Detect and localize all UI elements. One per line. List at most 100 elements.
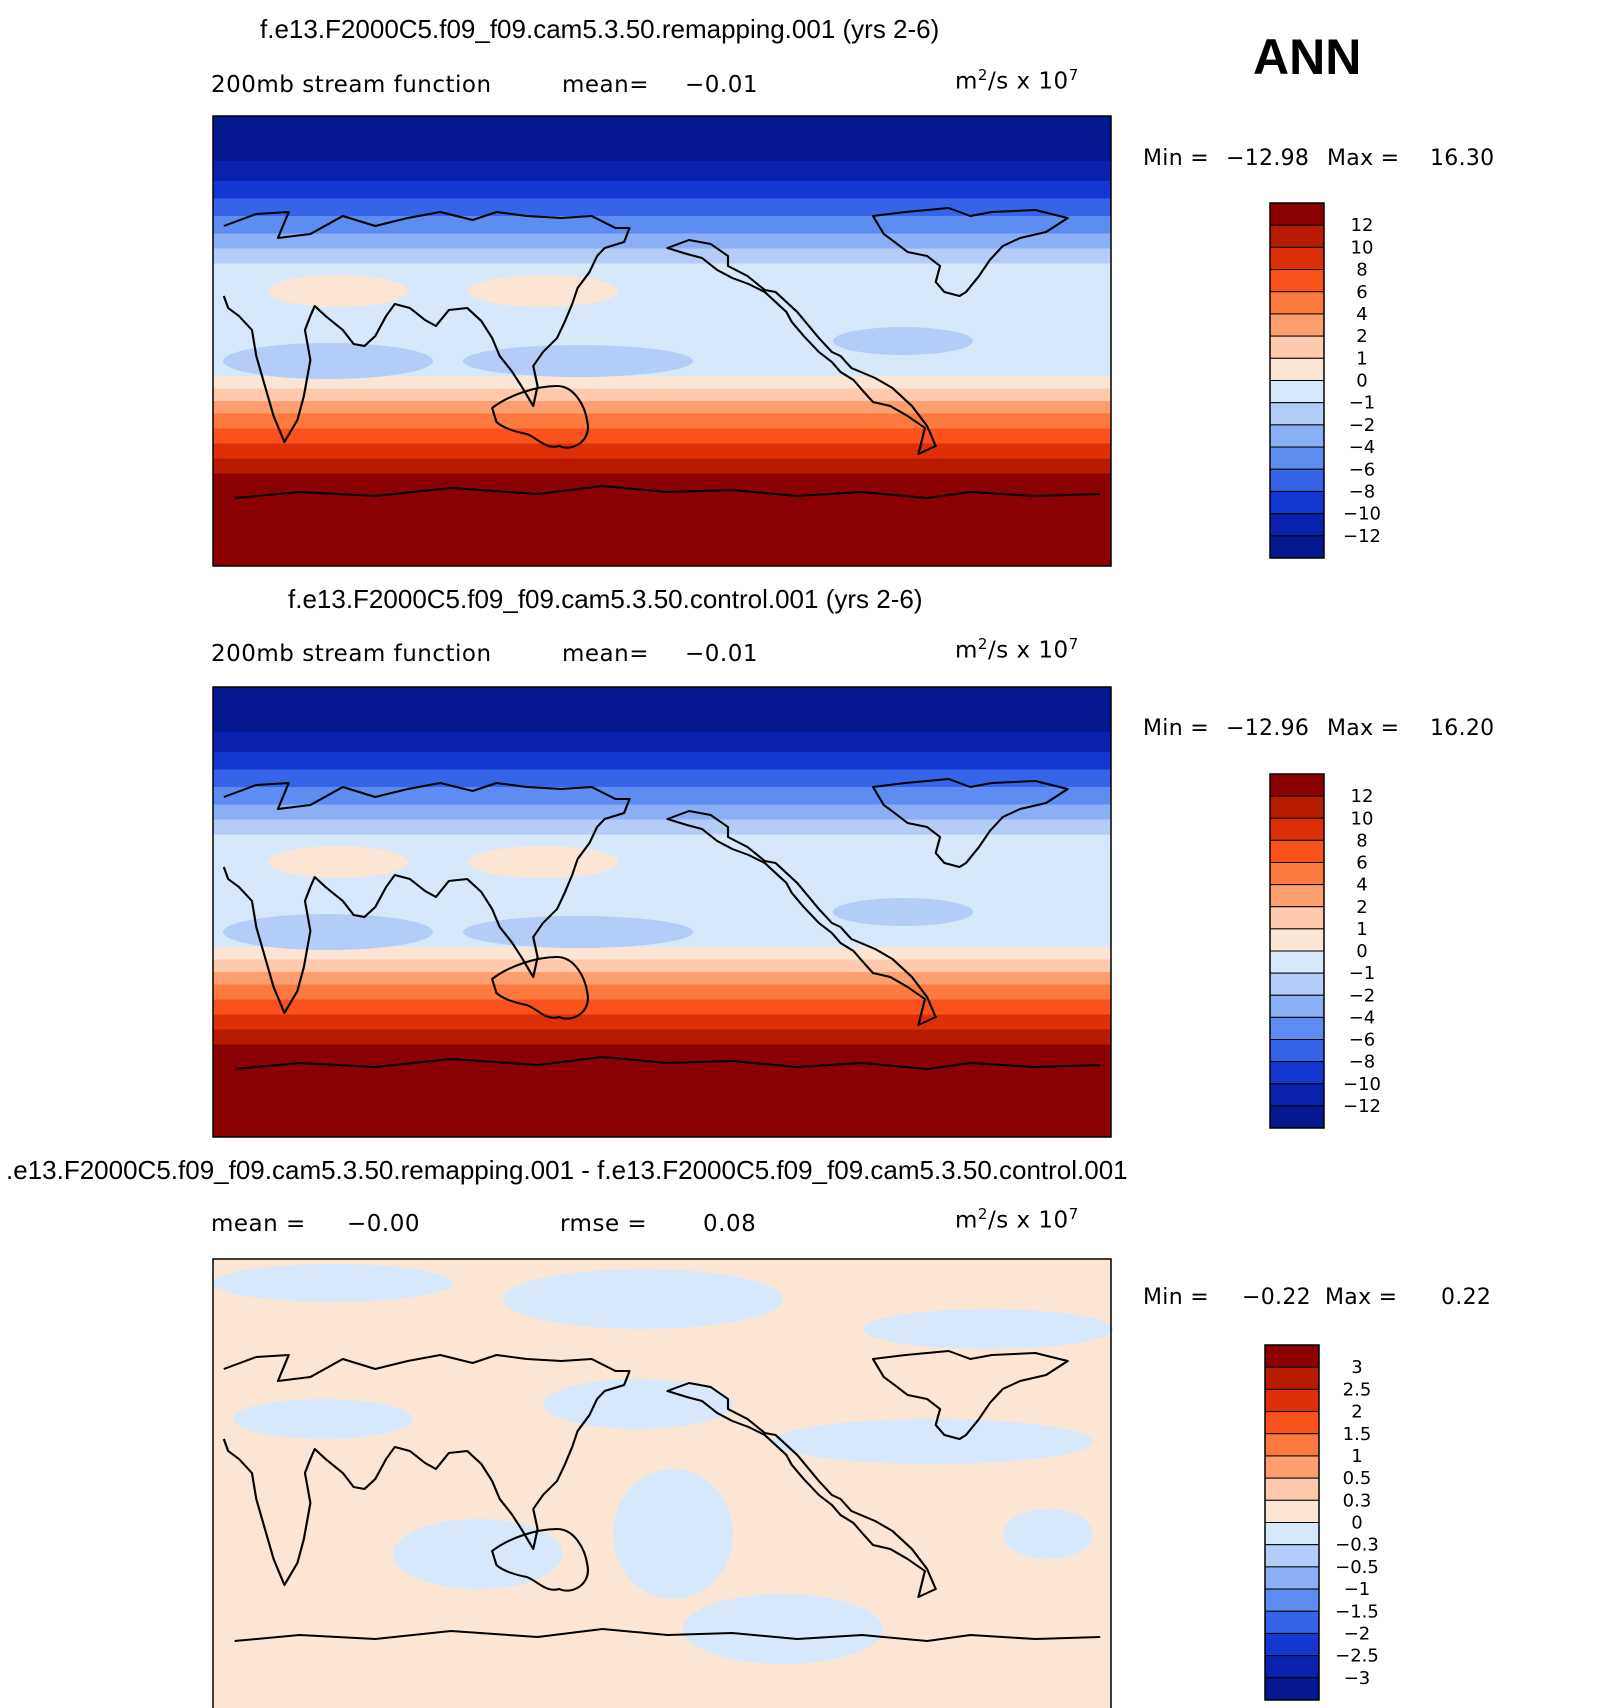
panel-3-max-value: 0.22 — [1441, 1285, 1492, 1310]
field-band — [213, 401, 1111, 414]
field-band — [213, 248, 1111, 264]
panel-2-max-value: 16.20 — [1430, 716, 1495, 741]
panel-3-map — [212, 1258, 1113, 1708]
panel-1-variable-label: 200mb stream function — [211, 72, 492, 98]
colorbar-tick-label: −1.5 — [1335, 1601, 1379, 1622]
colorbar-tick-label: −0.3 — [1335, 1535, 1379, 1556]
field-patch — [1003, 1509, 1093, 1559]
panel-2-title: f.e13.F2000C5.f09_f09.cam5.3.50.control.… — [288, 584, 923, 614]
field-band — [213, 1029, 1111, 1045]
colorbar-tick-label: −2 — [1349, 985, 1376, 1006]
colorbar-swatch — [1269, 1039, 1325, 1063]
field-band — [213, 787, 1111, 805]
field-band — [213, 732, 1111, 752]
colorbar-swatch — [1269, 357, 1325, 381]
colorbar-swatch — [1264, 1455, 1320, 1479]
colorbar-swatch — [1269, 773, 1325, 797]
colorbar-swatch — [1264, 1522, 1320, 1546]
colorbar-swatch — [1264, 1610, 1320, 1634]
field-band — [213, 752, 1111, 770]
colorbar-swatch — [1269, 291, 1325, 315]
colorbar-tick-label: 2 — [1351, 1402, 1362, 1423]
field-patch — [463, 345, 693, 377]
field-band — [213, 388, 1111, 401]
colorbar-tick-label: −1 — [1349, 393, 1376, 414]
field-patch — [773, 1419, 1093, 1464]
panel-3-min-value: −0.22 — [1242, 1285, 1311, 1310]
colorbar-tick-label: −8 — [1349, 481, 1376, 502]
colorbar-frame — [1264, 1344, 1320, 1701]
panel-1-title: f.e13.F2000C5.f09_f09.cam5.3.50.remappin… — [260, 14, 940, 44]
field-patch — [503, 1269, 783, 1329]
colorbar-tick-label: −6 — [1349, 1030, 1376, 1051]
field-band — [213, 984, 1111, 1000]
colorbar-tick-label: −0.5 — [1335, 1557, 1379, 1578]
colorbar-tick-label: −12 — [1343, 1096, 1381, 1117]
colorbar-tick-label: 0.5 — [1343, 1468, 1372, 1489]
panel-3-rmse-value: 0.08 — [703, 1211, 757, 1237]
panel-3-units: m2/s x 107 — [955, 1205, 1079, 1234]
colorbar-swatch — [1264, 1388, 1320, 1413]
colorbar-tick-label: 2.5 — [1343, 1379, 1372, 1400]
colorbar-swatch — [1269, 906, 1325, 930]
colorbar-swatch — [1269, 224, 1325, 248]
map-frame — [212, 686, 1112, 1138]
colorbar-swatch — [1269, 468, 1325, 492]
colorbar-swatch — [1269, 994, 1325, 1018]
panel-1-map — [212, 115, 1112, 567]
colorbar-swatch — [1269, 972, 1325, 996]
colorbar-tick-label: −6 — [1349, 459, 1376, 480]
field-patch — [223, 343, 433, 379]
colorbar-swatch — [1269, 839, 1325, 863]
panel-3-min-label: Min = — [1143, 1285, 1209, 1310]
colorbar-swatch — [1269, 535, 1325, 559]
colorbar-swatch — [1269, 1061, 1325, 1085]
panel-2-min-value: −12.96 — [1226, 716, 1310, 741]
field-patch — [268, 275, 408, 307]
panel-3-colorbar: 32.521.510.50.30−0.3−0.5−1−1.5−2−2.5−3 — [1264, 1344, 1379, 1701]
field-patch — [233, 1399, 413, 1439]
field-band — [213, 198, 1111, 216]
colorbar-tick-label: 1.5 — [1343, 1424, 1372, 1445]
panel-2-units: m2/s x 107 — [955, 635, 1079, 664]
colorbar-tick-label: −2 — [1344, 1623, 1371, 1644]
colorbar-swatch — [1269, 490, 1325, 515]
panel-2-max-label: Max = — [1327, 716, 1400, 741]
colorbar-tick-label: 8 — [1356, 830, 1367, 851]
colorbar-swatch — [1264, 1566, 1320, 1590]
colorbar-swatch — [1269, 269, 1325, 293]
colorbar-swatch — [1269, 795, 1325, 819]
colorbar-tick-label: 1 — [1356, 348, 1367, 369]
panel-1-min-value: −12.98 — [1226, 146, 1310, 171]
colorbar-swatch — [1264, 1677, 1320, 1701]
colorbar-tick-label: 10 — [1351, 808, 1374, 829]
field-band — [213, 819, 1111, 835]
field-band — [213, 972, 1111, 985]
field-band — [213, 216, 1111, 234]
colorbar-tick-label: 0.3 — [1343, 1490, 1372, 1511]
colorbar-tick-label: 0 — [1356, 371, 1367, 392]
colorbar-tick-label: −12 — [1343, 526, 1381, 547]
panel-3-max-label: Max = — [1325, 1285, 1398, 1310]
map-frame — [212, 115, 1112, 567]
colorbar-swatch — [1269, 862, 1325, 886]
colorbar-swatch — [1269, 446, 1325, 470]
colorbar-tick-label: 4 — [1356, 304, 1367, 325]
field-band — [213, 999, 1111, 1015]
colorbar-tick-label: −2 — [1349, 415, 1376, 436]
panel-2-mean-label: mean= — [562, 641, 649, 667]
panel-1-min-label: Min = — [1143, 146, 1209, 171]
colorbar-tick-label: −2.5 — [1335, 1646, 1379, 1667]
field-patch — [468, 846, 618, 878]
colorbar-swatch — [1269, 335, 1325, 359]
field-band — [213, 769, 1111, 787]
colorbar-tick-label: 1 — [1351, 1446, 1362, 1467]
field-band — [213, 233, 1111, 249]
colorbar-swatch — [1269, 1016, 1325, 1040]
colorbar-tick-label: 8 — [1356, 260, 1367, 281]
colorbar-tick-label: 3 — [1351, 1357, 1362, 1378]
field-patch — [683, 1594, 883, 1664]
panel-1-units: m2/s x 107 — [955, 66, 1079, 95]
colorbar-swatch — [1264, 1477, 1320, 1501]
